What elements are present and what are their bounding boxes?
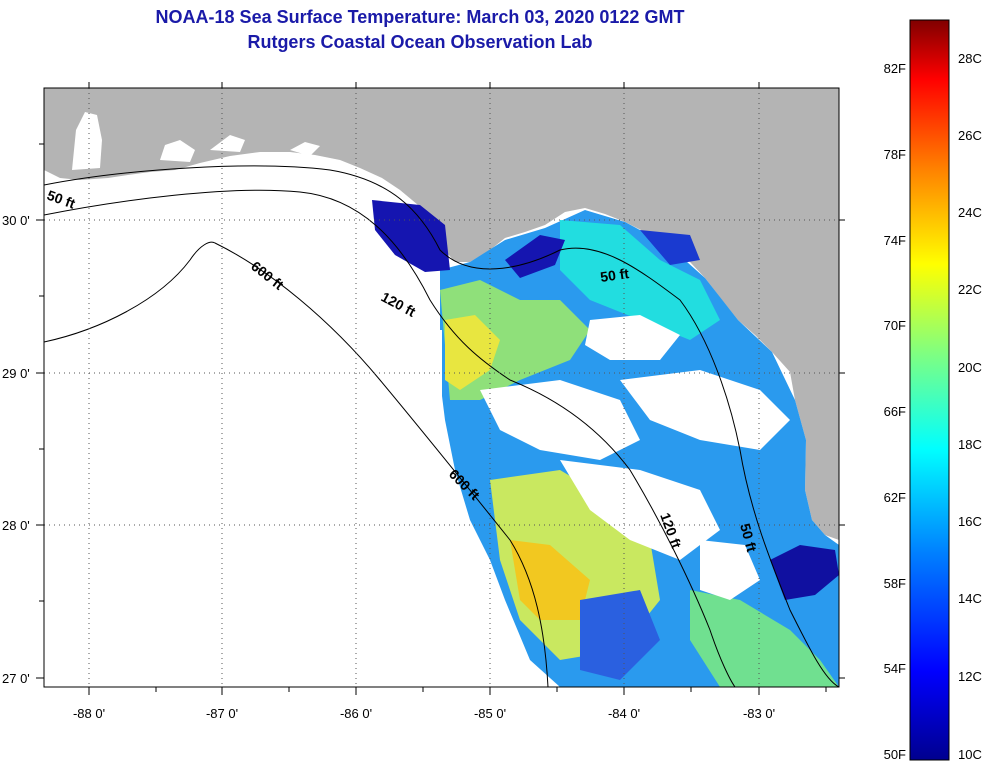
cb-c-20: 20C	[958, 360, 982, 375]
sst-data	[372, 200, 839, 687]
cb-c-12: 12C	[958, 669, 982, 684]
lat-label-27: 27 0'	[2, 671, 30, 686]
bay-choctaw	[210, 135, 245, 152]
bay-pensacola	[160, 140, 195, 162]
bay-mobile	[72, 112, 102, 170]
contour-label-50ft-south: 50 ft	[737, 522, 760, 554]
cb-c-14: 14C	[958, 591, 982, 606]
bay-stjoe	[290, 142, 320, 156]
cb-c-26: 26C	[958, 128, 982, 143]
cb-c-28: 28C	[958, 51, 982, 66]
cb-f-70: 70F	[884, 318, 906, 333]
contour-120ft	[44, 189, 736, 687]
lon-label-83: -83 0'	[743, 706, 775, 721]
cb-f-82: 82F	[884, 61, 906, 76]
contour-50ft	[44, 165, 839, 687]
map-subtitle: Rutgers Coastal Ocean Observation Lab	[247, 32, 593, 52]
contour-600ft	[44, 241, 549, 687]
cb-f-74: 74F	[884, 233, 906, 248]
map-title: NOAA-18 Sea Surface Temperature: March 0…	[155, 7, 685, 27]
lon-label-85: -85 0'	[474, 706, 506, 721]
cb-c-16: 16C	[958, 514, 982, 529]
land-mass	[44, 88, 839, 540]
bathymetry-contours	[44, 165, 839, 687]
cb-f-62: 62F	[884, 490, 906, 505]
lon-label-84: -84 0'	[608, 706, 640, 721]
cb-f-58: 58F	[884, 576, 906, 591]
lon-label-86: -86 0'	[340, 706, 372, 721]
lon-label-88: -88 0'	[73, 706, 105, 721]
map-frame	[43, 87, 840, 688]
lat-label-30: 30 0'	[2, 213, 30, 228]
lat-label-28: 28 0'	[2, 518, 30, 533]
cb-f-78: 78F	[884, 147, 906, 162]
cb-c-18: 18C	[958, 437, 982, 452]
axis-ticks	[36, 82, 845, 695]
cb-f-54: 54F	[884, 661, 906, 676]
cb-c-24: 24C	[958, 205, 982, 220]
cb-f-50: 50F	[884, 747, 906, 762]
lon-label-87: -87 0'	[206, 706, 238, 721]
cb-f-66: 66F	[884, 404, 906, 419]
contour-label-50ft-east: 50 ft	[599, 265, 630, 285]
cb-c-22: 22C	[958, 282, 982, 297]
cb-c-10: 10C	[958, 747, 982, 762]
lat-label-29: 29 0'	[2, 366, 30, 381]
colorbar	[909, 19, 950, 761]
